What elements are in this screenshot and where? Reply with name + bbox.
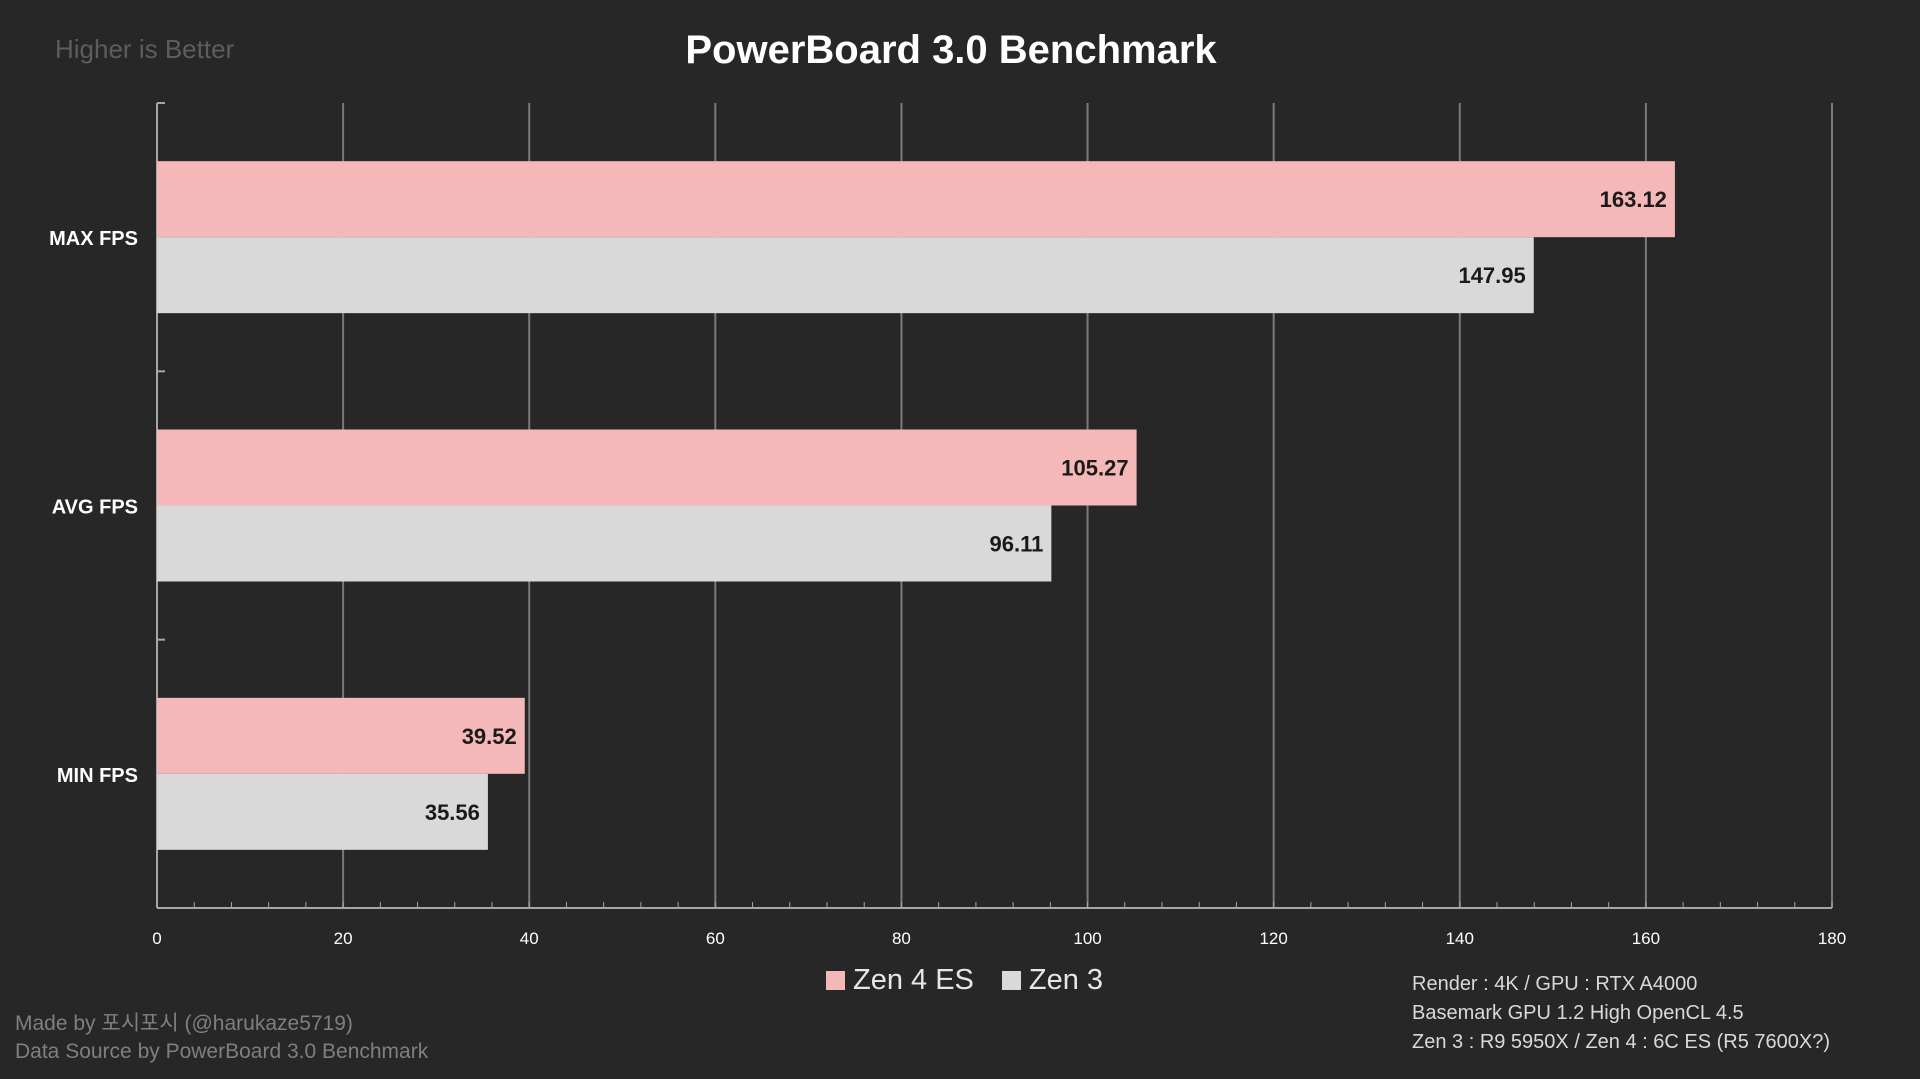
credit-source: Data Source by PowerBoard 3.0 Benchmark <box>15 1040 429 1063</box>
data-label-1-2: 35.56 <box>425 800 480 825</box>
data-label-0-0: 163.12 <box>1600 187 1667 212</box>
legend-item-zen3: Zen 3 <box>1001 964 1104 997</box>
credits: Made by 포시포시 (@harukaze5719) Data Source… <box>15 1010 428 1066</box>
x-tick-label-8: 160 <box>1632 929 1660 948</box>
bar-1-2 <box>157 773 488 850</box>
data-label-1-0: 147.95 <box>1458 263 1525 288</box>
x-tick-label-3: 60 <box>706 929 725 948</box>
x-tick-label-7: 140 <box>1446 929 1474 948</box>
chart-subtitle: Higher is Better <box>55 34 235 64</box>
x-tick-label-4: 80 <box>892 929 911 948</box>
legend-swatch-zen3 <box>1001 971 1021 990</box>
x-tick-label-5: 100 <box>1073 929 1101 948</box>
credit-author: Made by 포시포시 (@harukaze5719) <box>15 1012 353 1035</box>
x-tick-label-1: 20 <box>334 929 353 948</box>
bar-chart: 0 20 40 60 80 100 120 140 160 180 MAX FPS 163.12 147… <box>49 102 1846 948</box>
bar-1-1 <box>157 505 1052 582</box>
note-benchmark: Basemark GPU 1.2 High OpenCL 4.5 <box>1412 1002 1744 1024</box>
legend-item-zen4: Zen 4 ES <box>826 964 974 997</box>
data-label-1-1: 96.11 <box>990 532 1044 557</box>
x-tick-label-2: 40 <box>520 929 539 948</box>
x-tick-label-6: 120 <box>1259 929 1287 948</box>
test-notes: Render : 4K / GPU : RTX A4000 Basemark G… <box>1412 970 1830 1057</box>
note-render: Render : 4K / GPU : RTX A4000 <box>1412 973 1698 995</box>
legend-label-zen3: Zen 3 <box>1028 964 1104 996</box>
bar-0-2 <box>157 697 525 774</box>
data-label-0-1: 105.27 <box>1061 456 1128 481</box>
bar-0-0 <box>157 161 1675 238</box>
bar-1-0 <box>157 237 1534 314</box>
bar-0-1 <box>157 429 1137 506</box>
category-label-0: MAX FPS <box>49 228 138 250</box>
note-cpus: Zen 3 : R9 5950X / Zen 4 : 6C ES (R5 760… <box>1412 1031 1831 1053</box>
category-label-1: AVG FPS <box>52 497 138 519</box>
chart-title: PowerBoard 3.0 Benchmark <box>685 28 1217 72</box>
data-label-0-2: 39.52 <box>462 724 517 749</box>
x-tick-label-9: 180 <box>1818 929 1846 948</box>
legend-swatch-zen4 <box>826 971 845 990</box>
x-tick-label-0: 0 <box>152 929 161 948</box>
legend-label-zen4: Zen 4 ES <box>853 964 974 996</box>
chart-legend: Zen 4 ES Zen 3 <box>826 964 1103 997</box>
category-label-2: MIN FPS <box>57 765 138 787</box>
